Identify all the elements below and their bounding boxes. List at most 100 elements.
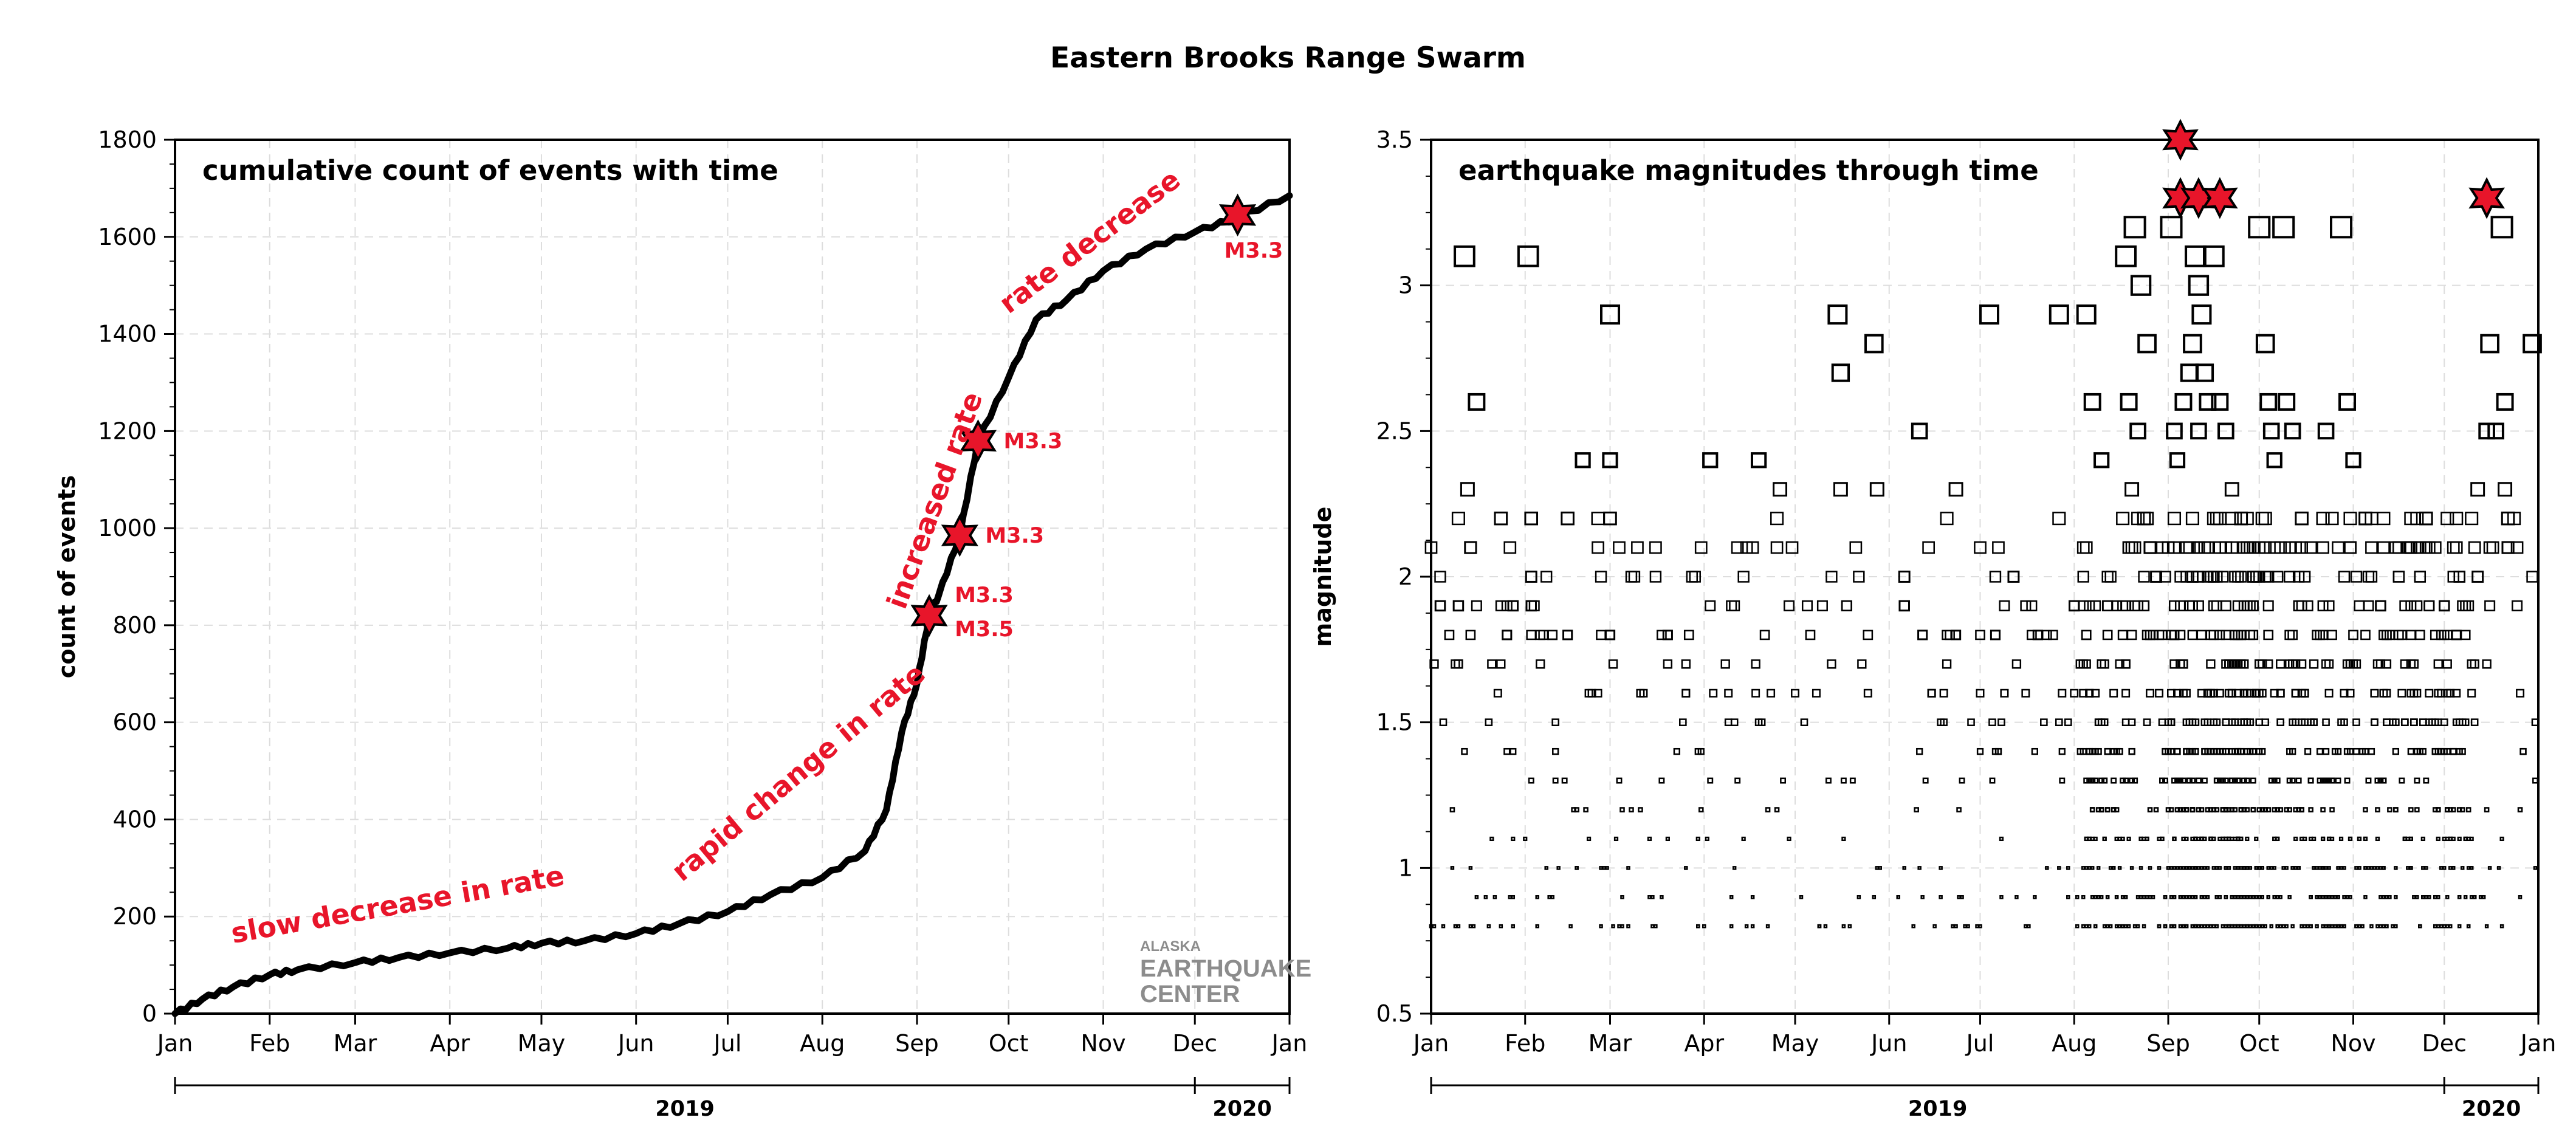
magnitude-point: [2233, 895, 2238, 899]
magnitude-point: [1857, 659, 1867, 669]
magnitude-point: [2151, 895, 2155, 899]
magnitude-point: [2385, 924, 2389, 929]
magnitude-point: [2284, 866, 2289, 870]
magnitude-point: [2031, 747, 2039, 755]
magnitude-point: [1464, 541, 1477, 554]
magnitude-point: [2260, 866, 2264, 870]
magnitude-point: [2322, 747, 2330, 755]
magnitude-point: [2199, 895, 2204, 899]
magnitude-point: [1902, 866, 1906, 870]
magnitude-point: [2360, 630, 2371, 640]
magnitude-point: [2100, 718, 2109, 726]
magnitude-point: [1950, 630, 1962, 640]
magnitude-point: [1744, 924, 1749, 929]
magnitude-point: [2438, 600, 2450, 612]
x-tick-label: Apr: [1684, 1030, 1724, 1057]
magnitude-point: [1992, 541, 2005, 554]
magnitude-point: [2275, 807, 2280, 812]
magnitude-point: [2410, 512, 2424, 526]
magnitude-point: [1465, 630, 1476, 640]
magnitude-point: [2276, 659, 2286, 669]
magnitude-point: [2222, 777, 2229, 784]
magnitude-point: [2196, 866, 2201, 870]
magnitude-point: [2300, 924, 2304, 929]
magnitude-point: [2052, 512, 2066, 526]
magnitude-point: [2421, 895, 2425, 899]
magnitude-point: [2365, 512, 2379, 526]
magnitude-point: [2450, 747, 2457, 755]
magnitude-point: [2084, 600, 2095, 611]
magnitude-point: [2098, 777, 2105, 784]
magnitude-point: [1863, 689, 1872, 698]
magnitude-point: [2097, 659, 2106, 669]
magnitude-point: [2225, 512, 2239, 526]
x-tick-label: Oct: [2239, 1030, 2279, 1057]
right-chart-title: earthquake magnitudes through time: [1458, 154, 2039, 187]
magnitude-point: [2385, 630, 2395, 640]
magnitude-point: [2205, 571, 2217, 583]
magnitude-point: [1732, 866, 1737, 870]
magnitude-point: [2129, 777, 2135, 784]
magnitude-point: [1989, 777, 1996, 784]
magnitude-point: [1791, 689, 1800, 698]
magnitude-point: [2298, 571, 2311, 583]
magnitude-point: [2047, 630, 2058, 640]
magnitude-panel: 0.5 1 1.5 2 2.5 3 3.5 Jan Feb Mar Apr May Jun Jul Aug…: [1310, 118, 2556, 1121]
magnitude-point: [2177, 777, 2183, 784]
magnitude-point: [2309, 895, 2313, 899]
magnitude-point: [2457, 600, 2468, 611]
magnitude-point: [2230, 836, 2234, 842]
event-label: M3.5: [955, 617, 1014, 642]
magnitude-point: [1922, 777, 1929, 784]
magnitude-point: [2295, 541, 2309, 554]
magnitude-point: [2208, 600, 2219, 611]
magnitude-point: [2159, 571, 2171, 583]
year-label-2020: 2020: [1212, 1097, 1271, 1121]
magnitude-point: [1451, 512, 1465, 526]
magnitude-point: [2263, 924, 2267, 929]
magnitude-point: [2286, 747, 2293, 755]
magnitude-point: [2081, 630, 2092, 640]
magnitude-point: [2377, 777, 2384, 784]
magnitude-point: [2302, 600, 2313, 611]
magnitude-point: [1456, 924, 1461, 929]
magnitude-point: [2379, 924, 2383, 929]
magnitude-point: [2214, 807, 2220, 812]
magnitude-point: [2287, 807, 2292, 812]
magnitude-point: [1878, 866, 1883, 870]
magnitude-point: [1535, 924, 1539, 929]
magnitude-point: [2228, 777, 2235, 784]
magnitude-point: [2129, 600, 2141, 611]
magnitude-point: [2397, 689, 2406, 698]
magnitude-point: [2132, 600, 2144, 611]
magnitude-point: [2344, 541, 2357, 554]
magnitude-point: [1976, 689, 1985, 698]
magnitude-point: [2145, 895, 2149, 899]
magnitude-point: [2382, 866, 2386, 870]
magnitude-point: [2478, 895, 2483, 899]
magnitude-point: [2472, 895, 2477, 899]
magnitude-point: [1489, 836, 1494, 842]
magnitude-point: [2286, 777, 2293, 784]
magnitude-point: [2401, 718, 2409, 726]
magnitude-point: [2169, 630, 2180, 640]
magnitude-point: [1974, 541, 1987, 554]
magnitude-point: [1461, 747, 1468, 755]
magnitude-point: [1494, 511, 1508, 526]
magnitude-point: [1547, 895, 1551, 899]
magnitude-point: [2178, 924, 2183, 929]
magnitude-point: [2076, 541, 2090, 554]
magnitude-point: [2481, 895, 2486, 899]
magnitude-point: [2316, 747, 2324, 755]
magnitude-point: [2375, 600, 2386, 612]
magnitude-point: [2183, 747, 2190, 755]
magnitude-point: [2365, 777, 2372, 784]
x-tick-label: Jul: [713, 1030, 742, 1057]
magnitude-point: [2123, 216, 2146, 239]
magnitude-point: [1444, 630, 1455, 640]
magnitude-point: [2120, 600, 2132, 611]
magnitude-point: [1432, 924, 1437, 929]
magnitude-point: [2129, 866, 2134, 870]
magnitude-point: [2245, 866, 2250, 870]
